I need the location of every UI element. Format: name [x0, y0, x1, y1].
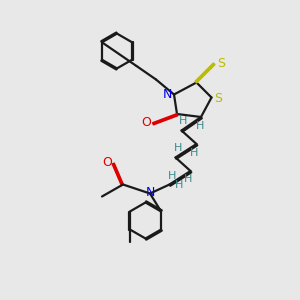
Text: S: S	[217, 56, 225, 70]
Text: H: H	[167, 171, 176, 181]
Text: H: H	[184, 174, 193, 184]
Text: H: H	[179, 116, 187, 126]
Text: N: N	[145, 185, 155, 199]
Text: S: S	[214, 92, 222, 106]
Text: N: N	[163, 88, 172, 101]
Text: O: O	[142, 116, 151, 130]
Text: O: O	[103, 155, 112, 169]
Text: H: H	[190, 148, 199, 158]
Text: H: H	[175, 179, 183, 190]
Text: H: H	[173, 143, 182, 153]
Text: H: H	[196, 121, 204, 131]
